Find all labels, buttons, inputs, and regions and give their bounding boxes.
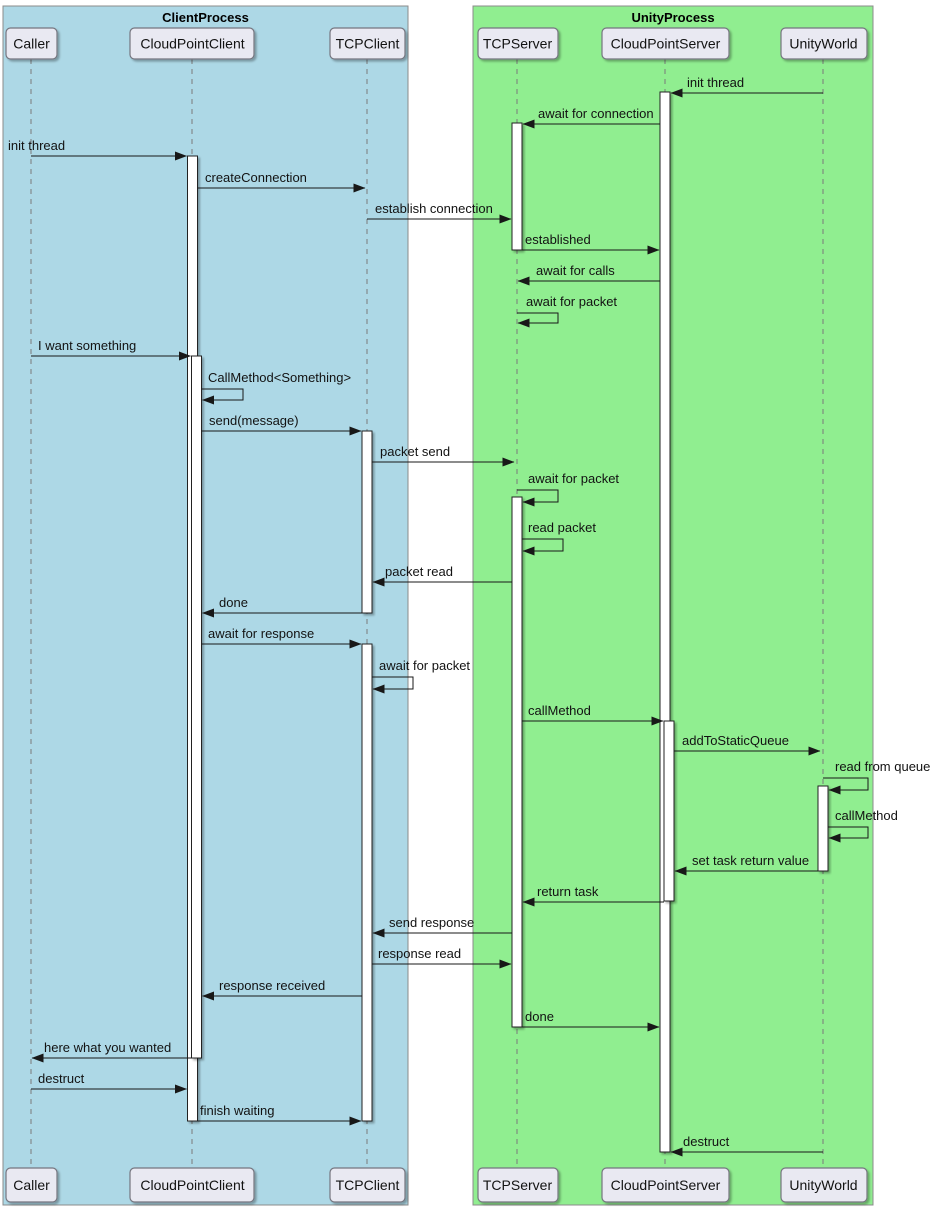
participant-box-bottom-tcpserver [477,1167,559,1203]
message-label: finish waiting [200,1103,274,1118]
message-label: set task return value [692,853,809,868]
message-label: await for packet [528,471,619,486]
activation-bar-unityworld [817,785,829,872]
participant-label-top-unityworld: UnityWorld [789,36,857,52]
message-label: callMethod [835,808,898,823]
message-label: done [219,595,248,610]
self-message-arrow-cloudpointclient [201,388,244,405]
activation-bar-cloudpointclient [191,355,202,1059]
participant-box-bottom-unityworld [780,1167,868,1203]
participant-label-bottom-caller: Caller [13,1177,50,1193]
participant-label-bottom-tcpclient: TCPClient [336,1177,400,1193]
message-label: CallMethod<Something> [208,370,351,385]
group-title-unityprocess: UnityProcess [631,10,714,25]
group-frame-unityprocess [472,5,874,1206]
participant-box-top-cloudpointserver [601,27,730,60]
message-label: packet send [380,444,450,459]
participant-box-top-cloudpointclient [129,27,255,60]
message-label: send response [389,915,474,930]
message-label: I want something [38,338,136,353]
message-label: init thread [687,75,744,90]
self-message-arrow-unityworld [828,826,869,843]
group-frame-clientprocess [2,5,409,1206]
self-message-arrow-tcpclient [372,676,414,694]
self-message-arrow-tcpserver [517,489,559,507]
message-label: createConnection [205,170,307,185]
group-title-clientprocess: ClientProcess [162,10,249,25]
activation-bar-cloudpointserver [663,720,675,902]
activation-bar-tcpclient [361,430,373,614]
activation-bar-tcpserver [511,496,523,1028]
participant-label-bottom-tcpserver: TCPServer [483,1177,553,1193]
participant-label-top-tcpclient: TCPClient [336,36,400,52]
participant-box-top-unityworld [780,27,868,60]
message-label: read from queue [835,759,930,774]
participant-box-top-caller [5,27,58,60]
participant-box-bottom-cloudpointclient [129,1167,255,1203]
message-label: here what you wanted [44,1040,171,1055]
self-message-arrow-unityworld [823,777,869,795]
activation-bar-tcpclient [361,643,373,1122]
message-label: return task [537,884,599,899]
message-label: await for response [208,626,314,641]
message-label: await for packet [379,658,470,673]
message-label: destruct [683,1134,730,1149]
message-label: init thread [8,138,65,153]
participant-label-top-caller: Caller [13,36,50,52]
participant-label-top-cloudpointserver: CloudPointServer [611,36,721,52]
message-label: await for connection [538,106,654,121]
participant-box-top-tcpserver [477,27,559,60]
message-label: establish connection [375,201,493,216]
message-label: response received [219,978,325,993]
message-label: established [525,232,591,247]
participant-box-top-tcpclient [329,27,406,60]
participant-box-bottom-caller [5,1167,58,1203]
message-label: await for calls [536,263,615,278]
message-label: read packet [528,520,596,535]
activation-bar-tcpserver [511,122,523,251]
message-label: callMethod [528,703,591,718]
self-message-arrow-tcpserver [522,538,564,556]
message-label: packet read [385,564,453,579]
participant-box-bottom-tcpclient [329,1167,406,1203]
self-message-arrow-tcpserver [517,312,559,328]
message-label: send(message) [209,413,299,428]
participant-label-bottom-cloudpointclient: CloudPointClient [140,1177,244,1193]
message-label: await for packet [526,294,617,309]
message-label: addToStaticQueue [682,733,789,748]
participant-label-top-tcpserver: TCPServer [483,36,553,52]
participant-box-bottom-cloudpointserver [601,1167,730,1203]
message-label: destruct [38,1071,85,1086]
participant-label-top-cloudpointclient: CloudPointClient [140,36,244,52]
activation-bar-cloudpointserver [659,91,671,1153]
message-label: response read [378,946,461,961]
participant-label-bottom-cloudpointserver: CloudPointServer [611,1177,721,1193]
message-label: done [525,1009,554,1024]
participant-label-bottom-unityworld: UnityWorld [789,1177,857,1193]
